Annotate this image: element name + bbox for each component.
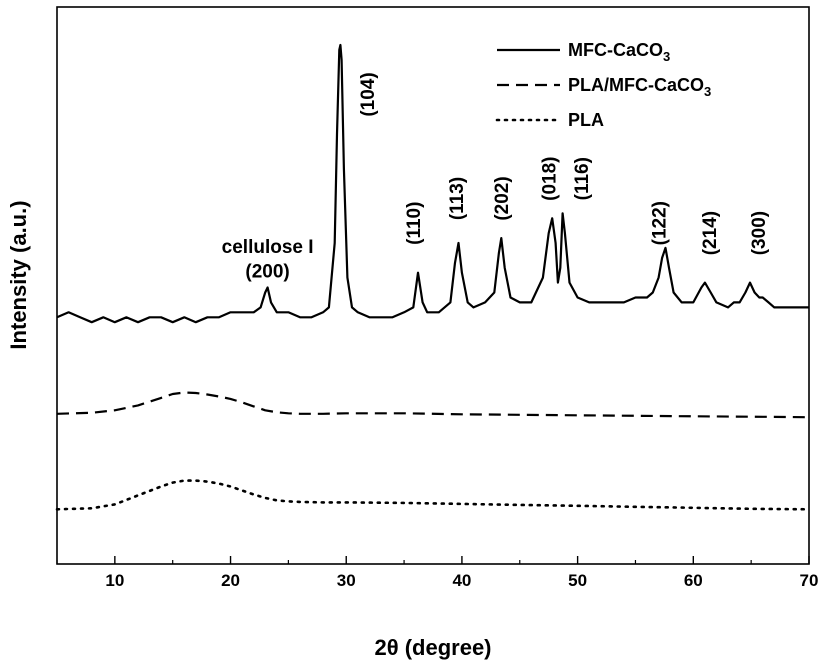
plot-frame [56, 6, 810, 565]
x-tick-label: 20 [221, 571, 240, 590]
peak-label: (202) [492, 176, 513, 220]
peak-label: cellulose I [222, 237, 314, 258]
x-tick-label: 70 [800, 571, 819, 590]
peak-label: (113) [447, 177, 468, 220]
peak-label: (122) [649, 201, 670, 245]
annotation-layer: cellulose I (200) (104) (110) (113) (202) (018… [222, 72, 770, 282]
x-axis-title: 2θ (degree) [374, 635, 491, 660]
legend-label: PLA/MFC-CaCO3 [568, 75, 711, 99]
peak-label: (214) [700, 211, 721, 255]
peak-label: (110) [404, 202, 425, 245]
y-axis-title: Intensity (a.u.) [6, 200, 31, 349]
legend: MFC-CaCO3 PLA/MFC-CaCO3 PLA [495, 40, 711, 130]
x-tick-label: 60 [684, 571, 703, 590]
series-line-1 [56, 43, 809, 324]
series-line-2 [56, 391, 810, 419]
peak-label: (300) [749, 211, 770, 255]
x-tick-label: 30 [337, 571, 356, 590]
peak-label: (018) [539, 157, 560, 201]
x-axis-ticks: 10 20 30 40 50 60 70 [56, 556, 819, 590]
series-layer [55, 43, 811, 511]
x-tick-label: 50 [568, 571, 587, 590]
series-line-3 [55, 479, 811, 511]
legend-label: MFC-CaCO3 [568, 40, 670, 64]
x-tick-label: 40 [452, 571, 471, 590]
x-tick-label: 10 [105, 571, 124, 590]
legend-label: PLA [568, 110, 604, 130]
peak-label: (200) [245, 262, 289, 283]
peak-label: (104) [358, 72, 379, 116]
peak-label: (116) [572, 157, 593, 200]
